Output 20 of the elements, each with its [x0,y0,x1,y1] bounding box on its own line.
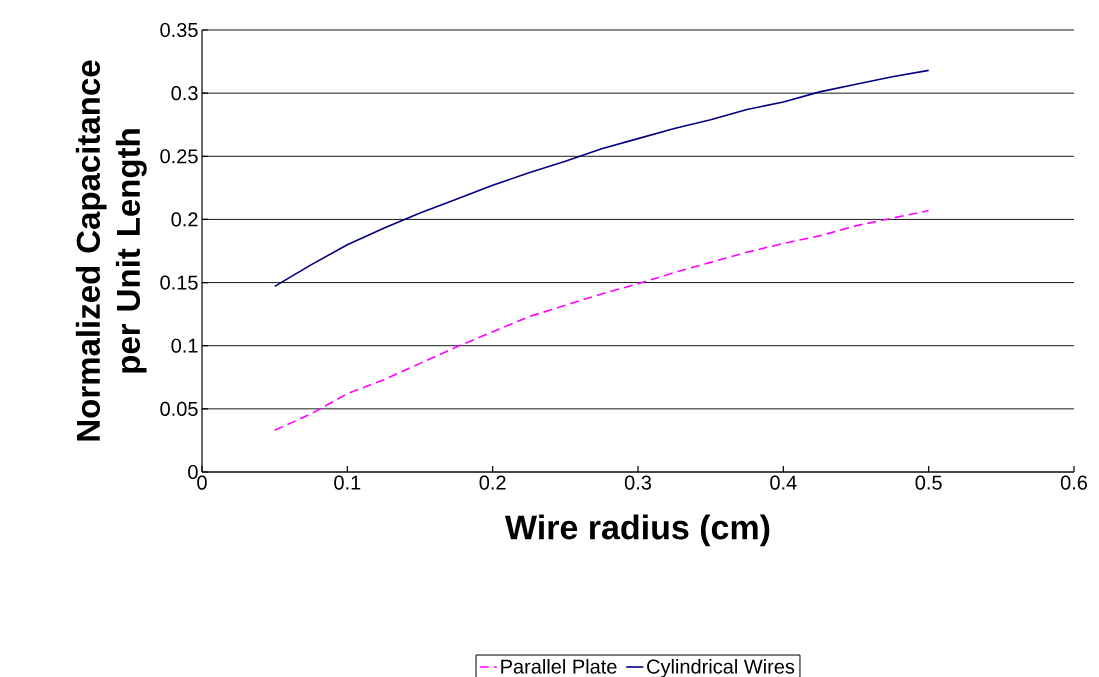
x-tick-label: 0.3 [624,475,652,490]
x-tick-label: 0.5 [915,475,942,490]
x-tick-label: 0.6 [1060,475,1088,490]
legend-label: Parallel Plate [501,659,617,674]
legend-label: Cylindrical Wires [647,659,795,677]
y-axis-title: Normalized Capacitance per Unit Length [75,60,147,441]
line-series [273,209,930,432]
x-tick-label: 0.4 [770,475,797,490]
line-series [273,69,930,288]
y-tick-label: 0.05 [160,401,198,416]
x-axis-title: Wire radius (cm) [504,514,770,547]
y-tick-label: 0.2 [171,212,198,227]
y-tick-label: 0.1 [171,338,198,353]
x-tick-label: 0.2 [479,475,506,490]
y-tick-label: 0.3 [171,86,198,101]
y-tick-label: 0.35 [160,22,198,38]
y-tick-label: 0 [188,464,198,480]
y-tick-label: 0.25 [160,149,198,164]
x-tick-label: 0.1 [334,475,361,490]
y-tick-label: 0.15 [160,275,198,290]
